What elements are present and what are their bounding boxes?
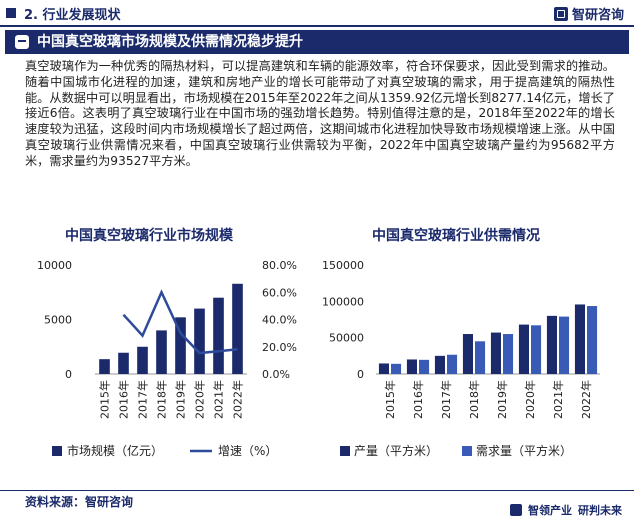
- legend-swatch-production: [340, 446, 350, 456]
- footer-logo-icon: [510, 504, 522, 516]
- supply-x-axis-tick-label: 2020年: [523, 380, 537, 419]
- market-size-bar: [213, 297, 224, 374]
- production-bar: [462, 334, 473, 374]
- market-size-bar: [232, 283, 243, 374]
- legend-label-growth: 增速（%）: [218, 444, 277, 458]
- left-axis-tick-label: 10000: [37, 259, 72, 272]
- production-bar: [574, 304, 585, 374]
- market-size-bar: [156, 330, 167, 374]
- production-bar: [546, 315, 557, 374]
- supply-x-axis-tick-label: 2019年: [495, 380, 509, 419]
- brand-logo-icon: [553, 6, 568, 21]
- market-size-bar: [99, 359, 110, 374]
- production-bar: [518, 324, 529, 374]
- right-axis-tick-label: 0.0%: [262, 368, 290, 381]
- headline-title: 中国真空玻璃市场规模及供需情况稳步提升: [37, 34, 303, 50]
- supply-x-axis-tick-label: 2017年: [439, 380, 453, 419]
- market-size-bar: [137, 346, 148, 374]
- supply-axis-tick-label: 50000: [329, 332, 364, 345]
- section-marker-icon: [6, 8, 16, 18]
- demand-bar: [391, 363, 402, 374]
- left-axis-tick-label: 0: [65, 368, 72, 381]
- left-axis-tick-label: 5000: [44, 314, 72, 327]
- demand-bar: [419, 359, 430, 374]
- footer-slogan: 智领产业 研判未来: [510, 502, 622, 518]
- legend-label-production: 产量（平方米）: [354, 443, 438, 458]
- x-axis-tick-label: 2018年: [155, 380, 169, 419]
- demand-bar: [475, 341, 486, 374]
- legend-swatch-demand: [462, 446, 472, 456]
- supply-x-axis-tick-label: 2016年: [411, 380, 425, 419]
- supply-axis-tick-label: 150000: [322, 259, 364, 272]
- supply-x-axis-tick-label: 2015年: [383, 380, 397, 419]
- chart-title-market-size: 中国真空玻璃行业市场规模: [65, 228, 233, 244]
- x-axis-tick-label: 2019年: [174, 380, 188, 419]
- market-size-bar: [194, 308, 205, 374]
- body-paragraph: 真空玻璃作为一种优秀的隔热材料，可以提高建筑和车辆的能源效率，符合环保要求，因此…: [25, 59, 615, 168]
- supply-x-axis-tick-label: 2022年: [579, 380, 593, 419]
- headline-banner: 中国真空玻璃市场规模及供需情况稳步提升: [5, 30, 629, 54]
- charts-canvas: 0 5000 10000 0.0% 20.0% 40.0% 60.0% 80.0% 2015年 2…: [37, 259, 600, 458]
- chart-title-supply-demand: 中国真空玻璃行业供需情况: [372, 228, 540, 244]
- legend-label-market-size: 市场规模（亿元）: [67, 443, 163, 458]
- right-axis-tick-label: 20.0%: [262, 341, 297, 354]
- x-axis-tick-label: 2022年: [231, 380, 245, 419]
- x-axis-tick-label: 2016年: [117, 380, 131, 419]
- section-title: 2. 行业发展现状: [24, 8, 121, 23]
- header-divider: [0, 25, 634, 27]
- x-axis-tick-label: 2020年: [193, 380, 207, 419]
- demand-bar: [447, 354, 458, 374]
- supply-axis-tick-label: 100000: [322, 295, 364, 308]
- supply-x-axis-tick-label: 2021年: [551, 380, 565, 419]
- footer-divider: [0, 490, 634, 491]
- banner-marker-icon: [15, 35, 29, 49]
- slogan-left: 智领产业: [528, 504, 572, 517]
- right-axis-tick-label: 80.0%: [262, 259, 297, 272]
- top-bar: 2. 行业发展现状 智研咨询: [0, 0, 634, 26]
- x-axis-tick-label: 2021年: [212, 380, 226, 419]
- source-note: 资料来源：智研咨询: [25, 495, 134, 509]
- legend-label-demand: 需求量（平方米）: [476, 443, 572, 458]
- production-bar: [378, 363, 389, 374]
- demand-bar: [587, 306, 598, 374]
- market-size-bar: [118, 352, 129, 374]
- legend-swatch-market-size: [52, 446, 62, 456]
- x-axis-tick-label: 2015年: [98, 380, 112, 419]
- demand-bar: [503, 334, 514, 374]
- slogan-right: 研判未来: [578, 504, 622, 517]
- market-size-bar: [175, 317, 186, 374]
- supply-axis-tick-label: 0: [357, 368, 364, 381]
- right-axis-tick-label: 40.0%: [262, 314, 297, 327]
- demand-bar: [531, 325, 542, 374]
- brand: 智研咨询: [553, 4, 624, 23]
- production-bar: [406, 359, 417, 374]
- production-bar: [490, 332, 501, 374]
- production-bar: [434, 355, 445, 374]
- brand-name: 智研咨询: [571, 8, 624, 23]
- x-axis-tick-label: 2017年: [136, 380, 150, 419]
- supply-x-axis-tick-label: 2018年: [467, 380, 481, 419]
- right-axis-tick-label: 60.0%: [262, 286, 297, 299]
- demand-bar: [559, 316, 570, 374]
- growth-rate-line: [122, 289, 238, 355]
